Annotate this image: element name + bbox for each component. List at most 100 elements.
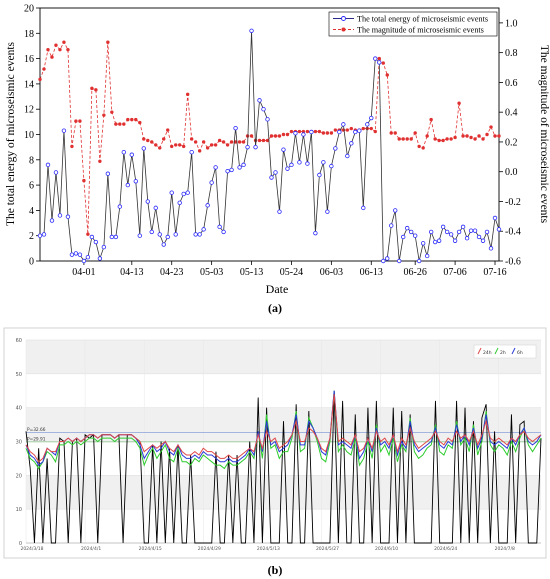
chart-a-energy-point <box>149 229 154 235</box>
chart-a-energy-point <box>81 258 87 264</box>
chart-a-ytick-label-left: 10 <box>24 130 34 141</box>
chart-a-magnitude-point <box>449 137 453 141</box>
chart-a-energy-point <box>313 230 318 236</box>
chart-a-magnitude-point <box>405 137 409 141</box>
chart-a-ytick-label-right: -0.4 <box>505 227 521 238</box>
chart-a-magnitude-point <box>461 134 465 138</box>
chart-a-magnitude-point <box>114 122 118 126</box>
chart-a-ytick-label-right: 0.8 <box>505 48 518 59</box>
chart-a-energy-point <box>173 232 178 237</box>
chart-a-magnitude-point <box>417 144 421 149</box>
chart-a-energy-point <box>460 224 466 230</box>
chart-b-legend-6h-label: 6h <box>517 350 523 356</box>
chart-a-energy-point <box>317 172 322 178</box>
chart-a-ytick-label-left: 12 <box>24 105 34 116</box>
chart-b-reference-label: P=29.91 <box>27 436 46 442</box>
chart-a-energy-point <box>456 229 462 235</box>
chart-a-ytick-label-left: 20 <box>24 4 34 15</box>
chart-a-energy-point <box>309 129 314 135</box>
chart-b-xtick-label: 2024/4/1 <box>81 546 101 552</box>
chart-a-magnitude-point <box>213 143 218 147</box>
chart-a-magnitude-point <box>38 77 42 82</box>
chart-b-legend: 24h 2h 6h <box>473 344 537 359</box>
chart-a-magnitude-point <box>373 129 377 134</box>
chart-a-magnitude-point <box>177 143 182 147</box>
chart-a-xtick-label: 07-16 <box>483 267 506 278</box>
chart-a-energy-point <box>185 190 190 195</box>
chart-a-energy-point <box>321 160 326 165</box>
chart-a-energy-point <box>281 147 286 152</box>
chart-a-energy-point <box>197 232 202 237</box>
chart-a-energy-point <box>193 232 198 237</box>
chart-a-magnitude-point <box>381 61 385 65</box>
chart-a-ylabel-left: The total energy of microseismic events <box>5 41 17 226</box>
chart-a-energy-point <box>165 234 170 240</box>
chart-a-xtick-label: 04-13 <box>120 267 143 278</box>
chart-b-legend-24h-label: 24h <box>483 350 492 356</box>
chart-a-magnitude-point <box>361 126 365 131</box>
chart-a-magnitude-point <box>297 129 302 134</box>
chart-a-magnitude-point <box>325 131 330 135</box>
chart-a-magnitude-point <box>441 138 445 143</box>
chart-a-magnitude-point <box>301 129 306 134</box>
chart-a-energy-point <box>217 224 222 230</box>
chart-a-energy-point <box>93 239 99 245</box>
chart-a-energy-point <box>253 144 258 150</box>
chart-a-energy-point <box>137 233 142 238</box>
chart-a-xtick-label: 04-01 <box>72 267 95 278</box>
chart-a-magnitude-point <box>333 128 338 132</box>
chart-a-magnitude-point <box>142 137 146 141</box>
caption-a: (a) <box>268 301 282 315</box>
chart-a-magnitude-point <box>445 137 449 141</box>
chart-b-ytick-label: 20 <box>16 473 22 479</box>
chart-b-band <box>26 475 541 510</box>
chart-a-magnitude-point <box>82 178 86 183</box>
chart-a-energy-point <box>101 244 107 250</box>
chart-a-energy-point <box>105 171 111 176</box>
chart-a-energy-line <box>39 30 500 262</box>
chart-a-legend-energy-label: The total energy of microseismic events <box>357 15 488 24</box>
chart-a-magnitude-point <box>433 137 437 141</box>
chart-a-energy-point <box>297 160 302 165</box>
chart-a-xtick-label: 07-06 <box>443 267 466 278</box>
chart-a-energy-point <box>41 232 47 237</box>
chart-a-energy-point <box>221 229 226 235</box>
chart-a-xtick-label: 05-03 <box>200 267 223 278</box>
chart-a-energy-point <box>269 175 274 180</box>
chart-a-energy-point <box>361 205 366 211</box>
chart-a-energy-point <box>209 180 214 185</box>
chart-a-magnitude-point <box>281 132 286 137</box>
chart-b-legend-2h-label: 2h <box>500 350 506 356</box>
chart-a-energy-point <box>249 28 254 33</box>
chart-a-energy-point <box>233 125 238 131</box>
chart-a-energy-point <box>45 162 51 168</box>
chart-a-magnitude-point <box>46 47 50 52</box>
chart-a-energy-point <box>229 167 234 173</box>
chart-a-ytick-label-right: 0.6 <box>505 78 518 89</box>
chart-a-magnitude-point <box>102 113 106 117</box>
chart-b-ytick-label: 10 <box>16 507 22 513</box>
chart-a-energy-point <box>305 161 310 166</box>
chart-a-legend-magnitude-label: The magnitude of microseismic events <box>357 26 484 35</box>
chart-a-magnitude-point <box>74 119 78 123</box>
chart-a-energy-point <box>353 129 358 135</box>
chart-a-magnitude-point <box>205 146 210 150</box>
chart-a-energy-point <box>61 128 67 133</box>
chart-a-energy-point <box>436 238 442 243</box>
chart-a-xtick-label: 06-13 <box>360 267 383 278</box>
chart-a-ytick-label-left: 2 <box>29 231 34 242</box>
chart-a-magnitude-point <box>425 134 429 138</box>
chart-b-ytick-label: 50 <box>16 372 22 378</box>
chart-a-energy-point <box>201 227 206 232</box>
chart-a-energy-point <box>397 258 402 264</box>
chart-a-ytick-label-left: 8 <box>29 155 34 166</box>
chart-a-magnitude-point <box>197 149 202 153</box>
chart-a-energy-point <box>133 179 138 184</box>
chart-a-energy-point <box>245 144 250 150</box>
chart-a-magnitude-point <box>429 117 433 122</box>
chart-a-energy-point <box>492 215 498 221</box>
chart-a-energy-point <box>341 122 346 127</box>
chart-a-energy-point <box>464 236 470 241</box>
chart-a-magnitude-point <box>277 134 282 138</box>
chart-a-magnitude-point <box>457 101 461 105</box>
